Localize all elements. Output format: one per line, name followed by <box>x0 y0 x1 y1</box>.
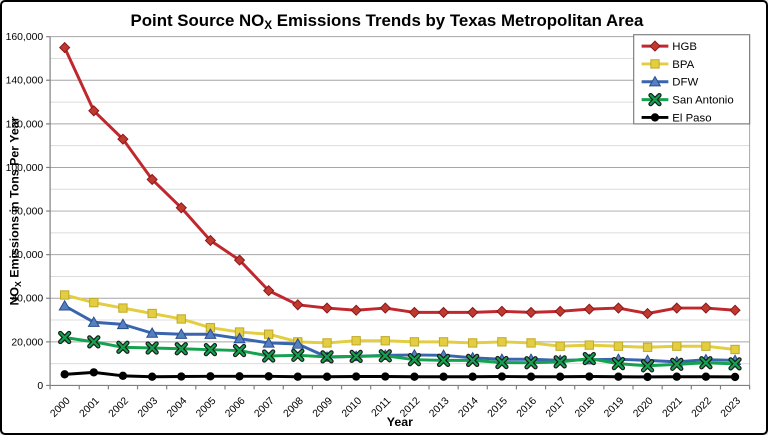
x-tick-label: 2023 <box>719 395 743 419</box>
x-tick-label: 2014 <box>457 395 481 419</box>
x-tick-label: 2006 <box>223 395 247 419</box>
series-el-paso <box>60 368 740 382</box>
x-tick-label: 2013 <box>428 395 452 419</box>
x-tick-label: 2009 <box>311 395 335 419</box>
series-hgb <box>59 41 741 320</box>
y-tick-label: 40,000 <box>11 294 43 305</box>
chart-title: Point Source NOX Emissions Trends by Tex… <box>131 11 644 32</box>
axes <box>46 36 751 390</box>
x-tick-label: 2002 <box>107 395 131 419</box>
legend-label: BPA <box>672 59 694 71</box>
x-tick-label: 2017 <box>544 395 568 419</box>
x-tick-label: 2020 <box>632 395 656 419</box>
y-tick-label: 0 <box>37 381 43 392</box>
legend-entry-bpa: BPA <box>641 59 695 71</box>
y-tick-label: 100,000 <box>6 163 44 174</box>
x-tick-label: 2000 <box>49 395 73 419</box>
x-tick-label: 2018 <box>573 395 597 419</box>
y-tick-label: 20,000 <box>11 337 43 348</box>
x-tick-label: 2004 <box>165 395 189 419</box>
x-axis-title: Year <box>387 415 413 429</box>
y-tick-label: 60,000 <box>11 250 43 261</box>
y-tick-label: 120,000 <box>6 119 44 130</box>
x-tick-label: 2015 <box>486 395 510 419</box>
y-tick-labels: 0 20,000 40,000 60,000 80,000 100,000 120,000 1… <box>6 32 44 392</box>
legend-label: HGB <box>672 41 697 53</box>
series-bpa <box>60 290 740 355</box>
x-tick-label: 2003 <box>136 395 160 419</box>
series-san-antonio <box>58 330 742 373</box>
y-axis-title: NOX Emissions in Tons Per Year <box>7 116 22 305</box>
x-tick-label: 2016 <box>515 395 539 419</box>
x-tick-label: 2010 <box>340 395 364 419</box>
y-tick-label: 80,000 <box>11 207 43 218</box>
legend: HGB BPA DFW San Antonio El Paso <box>633 34 751 125</box>
x-tick-label: 2005 <box>194 395 218 419</box>
x-tick-label: 2007 <box>253 395 277 419</box>
y-tick-label: 160,000 <box>6 32 44 43</box>
legend-entry-hgb: HGB <box>641 40 697 53</box>
gridlines <box>50 36 751 386</box>
legend-entry-san-antonio: San Antonio <box>641 92 734 107</box>
x-tick-label: 2008 <box>282 395 306 419</box>
legend-label: DFW <box>672 77 698 89</box>
legend-label: San Antonio <box>672 95 733 107</box>
legend-label: El Paso <box>672 112 711 124</box>
x-tick-label: 2021 <box>661 395 685 419</box>
x-tick-label: 2001 <box>78 395 102 419</box>
legend-entry-el-paso: El Paso <box>641 112 712 124</box>
y-tick-label: 140,000 <box>6 76 44 87</box>
legend-entry-dfw: DFW <box>641 75 698 89</box>
x-tick-label: 2022 <box>690 395 714 419</box>
x-tick-label: 2019 <box>602 395 626 419</box>
